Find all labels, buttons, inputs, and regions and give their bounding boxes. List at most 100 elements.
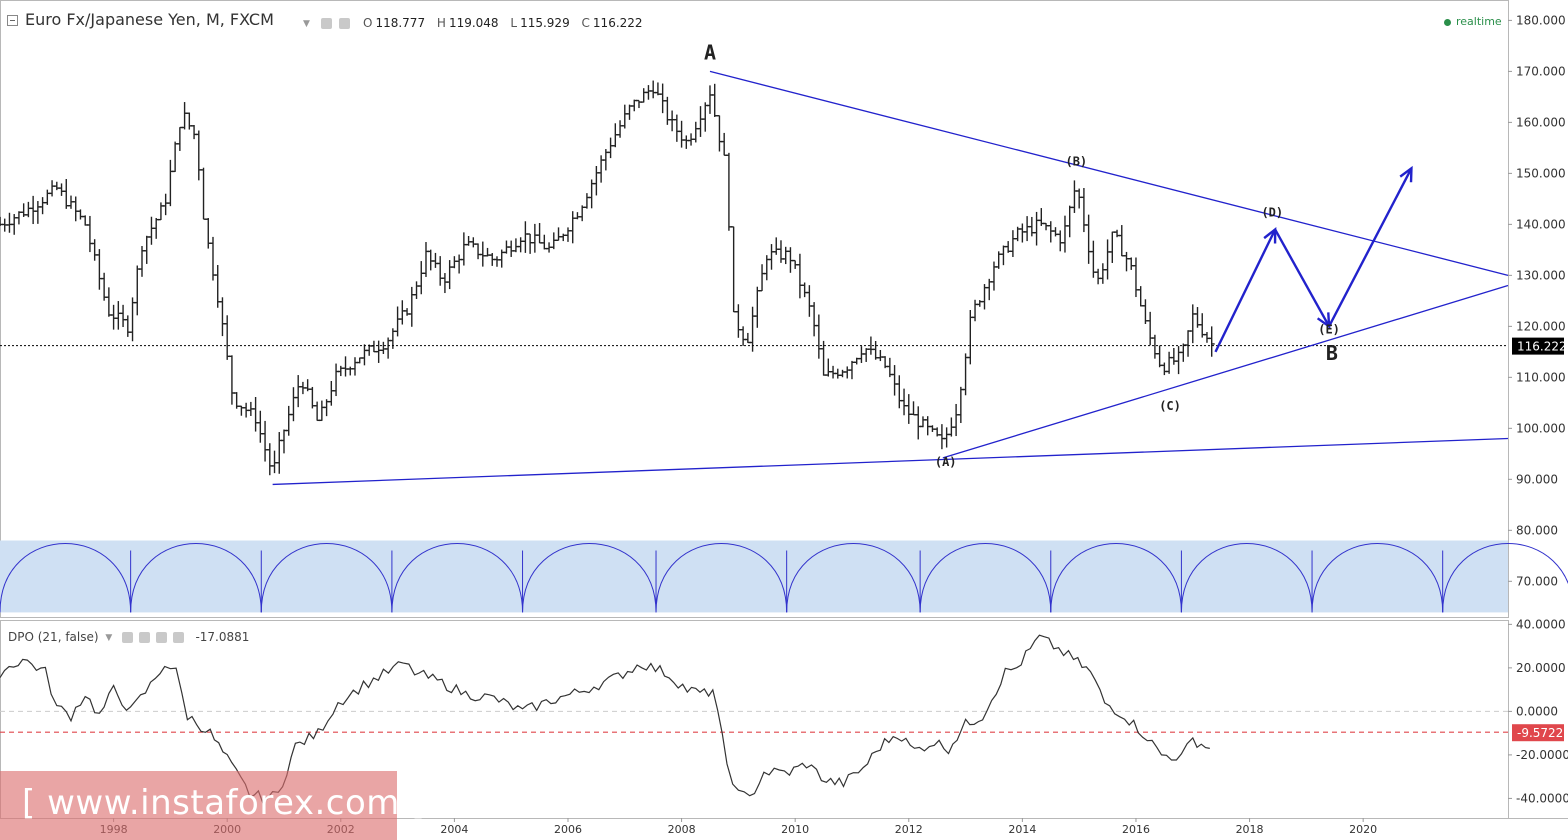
wave-label: (C) [1159,399,1181,413]
ohlc-bar [432,252,439,268]
gear-icon[interactable] [339,18,351,29]
ohlc-bar [830,365,837,379]
time-tick-label: 2008 [668,823,696,836]
ohlc-bar [361,344,368,366]
ohlc-bar [1028,216,1035,237]
ohlc-bar [768,244,775,270]
symbol-title[interactable]: Euro Fx/Japanese Yen, M, FXCM [25,10,274,29]
price-tick-label: 90.000 [1516,472,1558,486]
ohlc-bar [380,341,387,354]
ohlc-bar [465,235,472,246]
eye-icon[interactable] [321,18,333,29]
ohlc-bar [1085,214,1092,264]
ohlc-bar [962,353,969,396]
trendline [709,70,1509,276]
ohlc-bar [451,256,458,269]
ohlc-bar [877,349,884,362]
ohlc-bar [1000,245,1007,266]
ohlc-values: O 118.777 H 119.048 L 115.929 C 116.222 [363,16,651,30]
realtime-status: realtime [1444,15,1502,28]
cycle-arc [786,542,921,613]
ohlc-bar [129,297,136,342]
ohlc-bar [63,178,70,209]
chevron-down-icon[interactable]: ▼ [105,632,113,643]
ohlc-bar [1166,351,1173,374]
ohlc-bar [1189,304,1196,344]
ohlc-bar [295,375,302,408]
ohlc-bar [531,223,538,253]
gear-icon[interactable] [138,632,150,643]
ohlc-bar [1109,231,1116,263]
ohlc-bar [328,380,335,406]
ohlc-bar [96,249,103,290]
ohlc-bar [399,300,406,325]
ohlc-bar [120,304,127,328]
ohlc-bar [692,121,699,143]
realtime-label: realtime [1456,15,1502,28]
ohlc-bar [706,85,713,114]
ohlc-bar [337,365,344,377]
ohlc-bar [257,410,264,443]
close-label: C [581,16,590,30]
ohlc-bar [527,233,534,254]
ohlc-bar [49,180,56,197]
collapse-icon[interactable] [7,15,18,26]
cycle-arc [1442,542,1568,613]
time-tick-label: 2012 [895,823,923,836]
ohlc-bar [252,396,259,432]
eye-icon[interactable] [122,632,134,643]
cycle-arc [1050,542,1182,613]
watermark: [ www.instaforex.com ] [0,771,425,840]
ohlc-bar [782,246,789,265]
ohlc-bar [891,365,898,396]
indicator-name[interactable]: DPO (21, false) [8,630,99,644]
ohlc-bar [1066,205,1073,238]
trendline [942,284,1509,459]
ohlc-bar [91,239,98,261]
ohlc-bar [375,340,382,363]
ohlc-bar [716,115,723,152]
ohlc-bar [754,286,761,328]
ohlc-bar [422,242,429,277]
chevron-down-icon[interactable]: ▼ [303,18,310,29]
ohlc-bar [607,137,614,159]
ohlc-bar [569,211,576,244]
indicator-legend: DPO (21, false) ▼ -17.0881 [8,630,249,644]
dpo-tick-label: -40.0000 [1516,791,1568,805]
ohlc-bar [512,238,519,253]
wave-label: A [704,40,716,64]
ohlc-bar [86,215,93,253]
ohlc-bar [725,152,732,231]
open-label: O [363,16,373,30]
ohlc-bar [801,282,808,298]
ohlc-bar [806,285,813,317]
ohlc-bar [522,221,529,253]
ohlc-bar [262,420,269,462]
ohlc-bar [1156,345,1163,368]
ohlc-bar [25,201,32,218]
ohlc-bar [314,401,321,422]
ohlc-bar [162,193,169,216]
plus-icon[interactable] [155,632,167,643]
time-tick-label: 2014 [1008,823,1036,836]
ohlc-bar [124,315,131,337]
ohlc-bar [82,215,89,226]
ohlc-bar [39,197,46,215]
cycle-arc [391,542,524,613]
ohlc-bar [744,332,751,344]
signal-value-label: -9.5722 [1517,726,1563,740]
low-value: 115.929 [520,16,570,30]
ohlc-bar [574,212,581,220]
ohlc-bar [271,450,278,474]
ohlc-bar [172,141,179,173]
ohlc-bar [148,216,155,245]
ohlc-bar [811,302,818,337]
ohlc-bar [1118,225,1125,257]
ohlc-bar [191,125,198,140]
ohlc-bar [910,401,917,416]
ohlc-bar [517,237,524,253]
ohlc-bar [1175,346,1182,375]
close-icon[interactable] [172,632,184,643]
ohlc-bar [209,236,216,281]
